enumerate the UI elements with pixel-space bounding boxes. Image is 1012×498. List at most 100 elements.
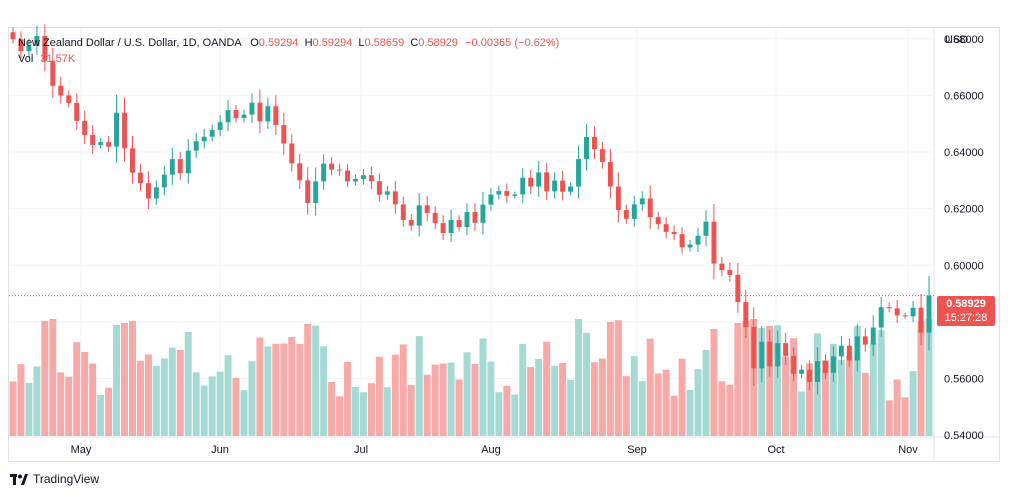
volume-bar: [511, 394, 519, 436]
x-tick-label: Nov: [898, 444, 918, 456]
tradingview-brand[interactable]: TradingView: [10, 472, 99, 486]
y-tick-label: 0.60000: [944, 260, 984, 272]
candle-body: [130, 148, 135, 173]
volume-bar: [160, 358, 168, 436]
volume-bar: [224, 355, 232, 436]
candle-body: [655, 217, 661, 225]
candle-body: [902, 315, 908, 317]
volume-bar: [97, 395, 105, 436]
candle-body: [846, 345, 852, 361]
volume-bar: [909, 371, 917, 436]
candle-body: [392, 191, 398, 205]
volume-bar: [304, 324, 312, 436]
volume-bar: [885, 400, 893, 436]
volume-value: 31.57K: [40, 53, 76, 65]
volume-bar: [41, 321, 49, 436]
open-label: O: [250, 37, 259, 49]
candle-body: [671, 231, 677, 235]
volume-bar: [543, 341, 551, 436]
volume-bar: [136, 360, 144, 436]
volume-bar: [535, 359, 543, 436]
volume-bar: [455, 379, 463, 436]
candle-body: [799, 369, 805, 374]
volume-bar: [837, 359, 845, 436]
candle-body: [257, 102, 263, 122]
volume-bar: [65, 376, 73, 436]
volume-bar: [471, 363, 479, 436]
bar-countdown: 15:27:28: [944, 312, 988, 324]
volume-bar: [551, 365, 559, 436]
candle-body: [145, 183, 151, 199]
volume-bar: [614, 320, 622, 436]
volume-bar: [495, 392, 503, 436]
y-tick-label: 0.66000: [944, 90, 984, 102]
candle-body: [408, 219, 414, 226]
volume-bar: [734, 323, 742, 436]
x-tick-label: May: [71, 444, 92, 456]
candle-body: [50, 60, 56, 86]
volume-bar: [901, 397, 909, 436]
volume-bar: [917, 321, 925, 436]
candle-body: [695, 235, 701, 245]
candle-body: [791, 355, 797, 374]
candle-body: [815, 360, 820, 382]
high-label: H: [304, 37, 313, 49]
volume-label: Vol: [18, 53, 34, 65]
high-value: 0.59294: [312, 37, 353, 49]
volume-bar: [806, 363, 814, 436]
volume-bar: [431, 364, 439, 436]
candle-body: [161, 174, 167, 188]
candle-body: [822, 360, 828, 373]
volume-bar: [575, 319, 583, 436]
candle-body: [241, 114, 247, 119]
candle-body: [122, 112, 127, 149]
volume-bar: [399, 344, 407, 436]
open-value: 0.59294: [258, 37, 299, 49]
volume-bar: [527, 367, 535, 436]
volume-bar: [256, 337, 264, 436]
candle-body: [169, 159, 175, 175]
volume-bar: [49, 319, 57, 436]
volume-bar: [782, 356, 790, 436]
candle-body: [345, 170, 351, 182]
candle-body: [544, 172, 550, 192]
volume-bar: [288, 337, 296, 436]
y-tick-label: 0.68000: [944, 34, 984, 46]
candle-body: [137, 172, 143, 184]
candle-body: [719, 263, 725, 271]
candle-body: [265, 106, 271, 122]
candle-body: [910, 307, 916, 317]
candle-body: [679, 234, 685, 248]
candle-body: [480, 204, 486, 223]
candle-body: [448, 219, 454, 233]
candle-body: [114, 112, 120, 147]
volume-bar: [877, 330, 885, 436]
volume-bar: [925, 319, 933, 436]
candle-body: [870, 327, 876, 345]
volume-bar: [638, 381, 646, 436]
volume-bar: [33, 366, 41, 436]
candle-body: [743, 302, 749, 327]
volume-bar: [89, 363, 97, 436]
volume-bar: [662, 369, 670, 436]
current-price-tag: 0.58929 15:27:28: [937, 296, 995, 326]
x-tick-label: Sep: [627, 444, 647, 456]
candle-body: [807, 369, 812, 382]
volume-bar: [774, 325, 782, 436]
candle-body: [416, 205, 422, 226]
candle-body: [42, 35, 48, 61]
volume-bar: [479, 338, 487, 436]
candle-body: [560, 180, 566, 192]
volume-bar: [105, 387, 113, 436]
volume-bar: [726, 384, 734, 436]
candle-body: [767, 341, 773, 367]
candle-body: [34, 35, 40, 46]
candle-body: [361, 175, 366, 179]
volume-bar: [861, 372, 869, 436]
volume-bar: [622, 376, 630, 436]
candle-body: [488, 194, 494, 205]
volume-bar: [144, 354, 152, 436]
low-label: L: [358, 37, 365, 49]
candle-body: [599, 149, 605, 162]
